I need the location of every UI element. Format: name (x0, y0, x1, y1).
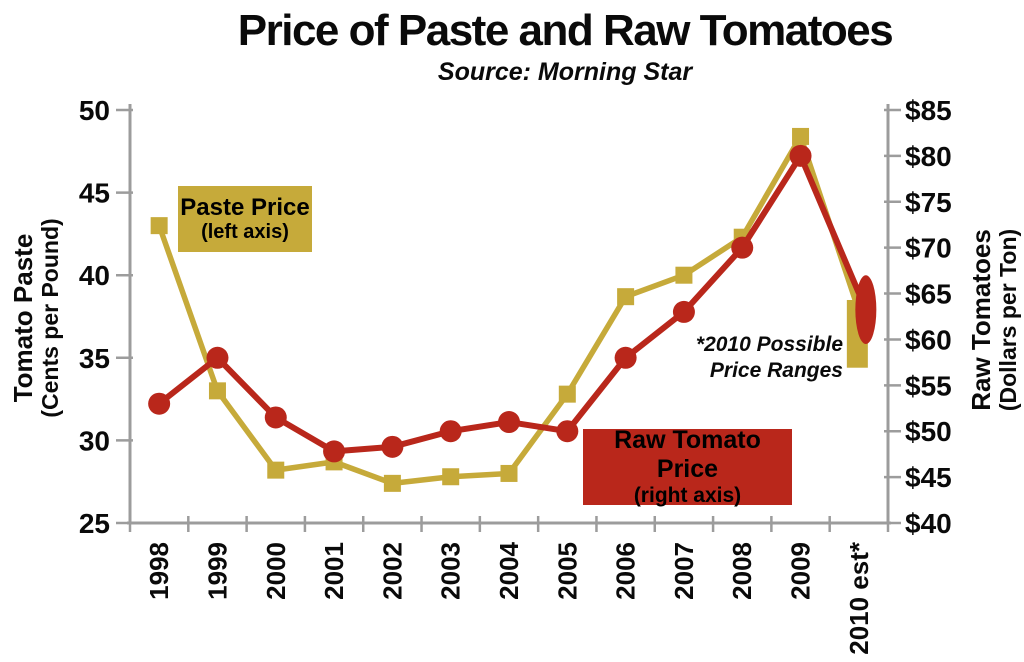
raw-tomato-marker (731, 236, 754, 259)
year-label: 2000 (261, 542, 291, 600)
paste-price-marker (675, 266, 693, 284)
year-label: 1998 (144, 542, 174, 600)
right-axis-tick-label: $50 (905, 416, 952, 447)
raw-tomato-marker (439, 420, 462, 443)
right-axis-title: Raw Tomatoes (966, 229, 996, 411)
raw-tomato-marker (264, 406, 287, 429)
raw-tomato-legend-subtitle: (right axis) (633, 483, 742, 507)
right-axis-tick-label: $80 (905, 141, 952, 172)
left-axis-tick-label: 50 (79, 95, 110, 126)
year-label: 1999 (202, 542, 232, 600)
paste-price-marker (383, 474, 401, 492)
chart-subtitle: Source: Morning Star (437, 58, 693, 86)
year-label: 2005 (552, 542, 582, 600)
year-label: 2010 est* (844, 541, 874, 655)
raw-2010-range-ellipse (855, 275, 877, 345)
raw-tomato-marker (789, 144, 812, 167)
chart-title: Price of Paste and Raw Tomatoes (237, 6, 894, 55)
paste-price-legend-title: Paste Price (180, 193, 310, 221)
paste-price-marker (500, 464, 518, 482)
year-label: 2002 (377, 542, 407, 600)
paste-price-marker (208, 382, 226, 400)
left-axis-tick-label: 30 (79, 425, 110, 456)
year-label: 2001 (319, 542, 349, 600)
right-axis-tick-label: $85 (905, 95, 952, 126)
raw-tomato-marker (498, 411, 520, 434)
right-axis-tick-label: $45 (905, 462, 952, 493)
year-label: 2003 (436, 542, 466, 600)
series-layer (148, 127, 877, 492)
paste-price-legend-subtitle: (left axis) (201, 221, 289, 244)
right-axis-tick-label: $60 (905, 324, 952, 355)
right-axis-tick-label: $65 (905, 279, 952, 310)
left-axis-title: Tomato Paste (8, 234, 38, 403)
paste-price-marker (617, 288, 635, 306)
year-label: 2007 (669, 542, 699, 600)
right-axis-tick-label: $40 (905, 508, 952, 539)
paste-price-marker (792, 127, 810, 145)
year-label: 2004 (494, 541, 524, 599)
left-axis-tick-label: 35 (79, 343, 110, 374)
range-annotation-line1: *2010 Possible (696, 333, 843, 356)
paste-price-legend-box: Paste Price (left axis) (178, 186, 312, 252)
left-axis-subtitle: (Cents per Pound) (37, 218, 63, 417)
raw-tomato-legend-title: Raw Tomato Price (614, 426, 761, 483)
raw-tomato-marker (148, 392, 171, 415)
raw-tomato-marker (381, 435, 404, 458)
raw-tomato-marker (672, 300, 695, 323)
paste-price-marker (442, 468, 460, 486)
year-label: 2006 (611, 542, 641, 600)
right-axis-tick-label: $75 (905, 187, 952, 218)
paste-price-marker (558, 385, 576, 403)
raw-tomato-marker (556, 420, 579, 443)
left-axis-tick-label: 25 (79, 508, 110, 539)
range-annotation-line2: Price Ranges (710, 359, 843, 382)
year-label: 2008 (727, 542, 757, 600)
right-axis-tick-label: $70 (905, 233, 952, 264)
raw-tomato-marker (206, 346, 229, 369)
paste-price-marker (267, 461, 285, 479)
right-axis-subtitle: (Dollars per Ton) (995, 229, 1021, 411)
left-axis-tick-label: 45 (79, 178, 110, 209)
raw-tomato-legend-box: Raw Tomato Price (right axis) (583, 426, 792, 507)
raw-tomato-marker (323, 440, 346, 463)
paste-price-marker (150, 217, 168, 235)
raw-tomato-marker (614, 346, 637, 369)
axis-ticks: 50 45 40 35 30 25 $85 $80 $75 $70 $65 $60 $55 $50 $45 $… (79, 95, 952, 655)
right-axis-tick-label: $55 (905, 370, 952, 401)
year-label: 2009 (786, 542, 816, 600)
left-axis-tick-label: 40 (79, 260, 110, 291)
